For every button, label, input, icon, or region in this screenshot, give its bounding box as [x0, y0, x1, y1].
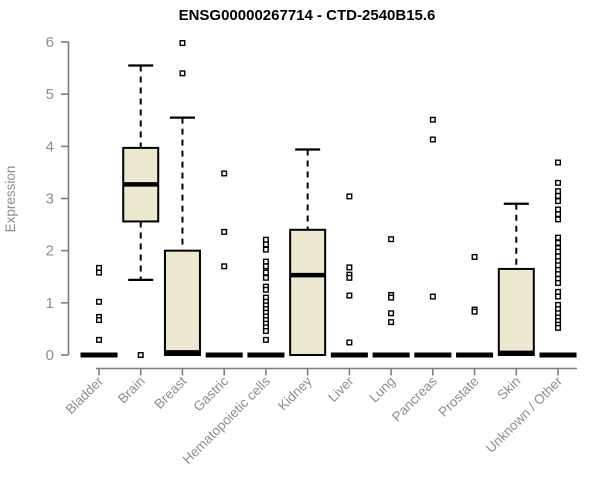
x-tick-label-gastric: Gastric — [190, 373, 231, 414]
box-group-gastric — [205, 170, 243, 358]
outlier-point — [262, 258, 269, 265]
outlier-point — [555, 324, 562, 331]
iqr-box — [497, 267, 535, 356]
outlier-point — [346, 339, 353, 346]
x-tick-label-brain: Brain — [115, 374, 148, 407]
outlier-point — [262, 263, 269, 270]
collapsed-box-bar — [80, 352, 118, 358]
outlier-point — [95, 336, 102, 343]
outlier-point — [346, 264, 353, 271]
outlier-point — [388, 236, 395, 243]
outlier-point — [429, 116, 436, 123]
box-group-breast — [163, 40, 201, 357]
outlier-point — [262, 336, 269, 343]
iqr-box — [289, 228, 327, 356]
box-group-skin — [497, 202, 535, 356]
box-group-brain — [122, 64, 160, 359]
collapsed-box-bar — [205, 352, 243, 358]
outlier-point — [471, 308, 478, 315]
box-group-unknown-other — [539, 159, 577, 358]
outlier-point — [555, 293, 562, 300]
x-tick-label-breast: Breast — [151, 373, 189, 411]
x-tick-label-prostate: Prostate — [436, 374, 482, 420]
outlier-point — [388, 294, 395, 301]
outlier-point — [555, 280, 562, 287]
outlier-point — [471, 253, 478, 260]
outlier-point — [221, 228, 228, 235]
iqr-box — [163, 249, 201, 357]
outlier-point — [555, 179, 562, 186]
outlier-point — [555, 198, 562, 205]
y-tick-label: 5 — [46, 86, 54, 103]
outlier-point — [221, 170, 228, 177]
outlier-point — [346, 274, 353, 281]
box-group-hematopoietic-cells — [247, 236, 285, 358]
outlier-point — [555, 239, 562, 246]
outlier-point — [95, 269, 102, 276]
x-tick-label-pancreas: Pancreas — [389, 373, 440, 424]
outlier-point — [555, 192, 562, 199]
x-tick-label-bladder: Bladder — [63, 373, 107, 417]
collapsed-box-bar — [247, 352, 285, 358]
outlier-point — [221, 263, 228, 270]
y-tick-label: 2 — [46, 243, 54, 260]
outlier-point — [262, 286, 269, 293]
collapsed-box-bar — [414, 352, 452, 358]
box-group-bladder — [80, 264, 118, 358]
y-tick-label: 4 — [46, 138, 54, 155]
outlier-point — [346, 292, 353, 299]
box-group-kidney — [289, 148, 327, 356]
collapsed-box-bar — [372, 352, 410, 358]
outlier-point — [555, 206, 562, 213]
outlier-point — [137, 352, 144, 359]
outlier-point — [388, 319, 395, 326]
box-series — [80, 40, 577, 359]
collapsed-box-bar — [330, 352, 368, 358]
outlier-point — [346, 193, 353, 200]
box-group-prostate — [456, 253, 494, 358]
outlier-point — [262, 274, 269, 281]
x-tick-label-liver: Liver — [325, 373, 357, 405]
outlier-point — [429, 293, 436, 300]
y-tick-label: 0 — [46, 347, 54, 364]
outlier-point — [555, 216, 562, 223]
x-tick-label-lung: Lung — [366, 374, 398, 406]
y-tick-label: 3 — [46, 191, 54, 208]
outlier-point — [262, 241, 269, 248]
outlier-point — [262, 328, 269, 335]
outlier-point — [555, 248, 562, 255]
box-group-lung — [372, 236, 410, 358]
y-tick-label: 6 — [46, 34, 54, 51]
box-group-pancreas — [414, 116, 452, 358]
outlier-point — [179, 70, 186, 77]
outlier-point — [262, 269, 269, 276]
y-tick-label: 1 — [46, 295, 54, 312]
outlier-point — [555, 288, 562, 295]
collapsed-box-bar — [456, 352, 494, 358]
y-axis-label: Expression — [3, 166, 18, 233]
outlier-point — [95, 317, 102, 324]
outlier-point — [95, 298, 102, 305]
outlier-point — [555, 253, 562, 260]
outlier-point — [555, 262, 562, 269]
x-tick-label-skin: Skin — [494, 374, 523, 403]
outlier-point — [388, 310, 395, 317]
x-tick-label-unknown-other: Unknown / Other — [483, 373, 566, 456]
collapsed-box-bar — [539, 352, 577, 358]
x-tick-label-kidney: Kidney — [275, 373, 315, 413]
outlier-point — [262, 246, 269, 253]
outlier-point — [262, 236, 269, 243]
outlier-point — [555, 211, 562, 218]
outlier-point — [555, 159, 562, 166]
outlier-point — [429, 136, 436, 143]
box-group-liver — [330, 193, 368, 358]
outlier-point — [555, 234, 562, 241]
outlier-point — [555, 188, 562, 195]
outlier-point — [179, 40, 186, 47]
outlier-point — [555, 271, 562, 278]
chart-title: ENSG00000267714 - CTD-2540B15.6 — [179, 7, 436, 24]
outlier-point — [95, 264, 102, 271]
